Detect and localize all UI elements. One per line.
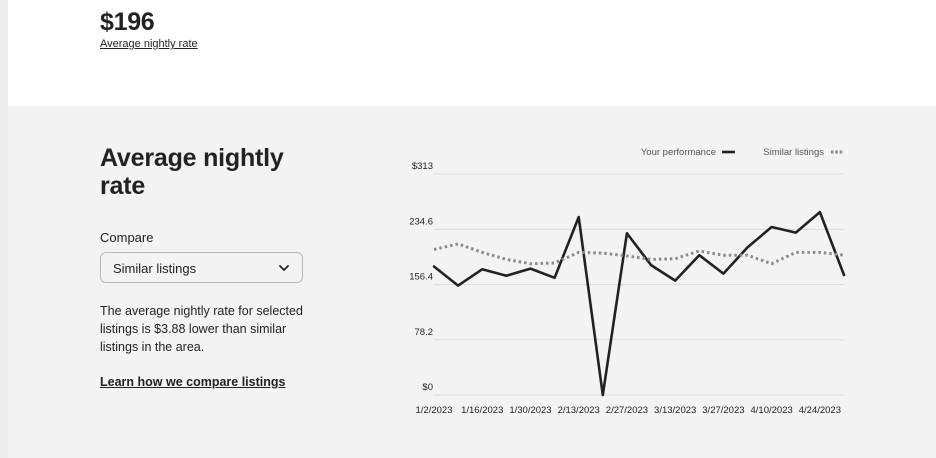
x-tick-label: 4/24/2023 (799, 405, 841, 416)
nightly-rate-chart: $0 78.2 156.4 234.6 $313 1/2/2023 1/16/2023 1/3… (409, 147, 846, 416)
section-title: Average nightly rate (100, 144, 284, 200)
your-performance-line (432, 210, 846, 397)
x-tick-label: 2/13/2023 (558, 405, 600, 416)
x-tick-label: 3/13/2023 (654, 405, 696, 416)
learn-how-we-compare-link[interactable]: Learn how we compare listings (100, 375, 286, 389)
legend-label-similar-listings: Similar listings (763, 147, 824, 158)
compare-select[interactable]: Similar listings (100, 252, 303, 283)
similar-listings-line (433, 242, 845, 266)
legend-label-your-performance: Your performance (641, 147, 716, 158)
average-nightly-rate-section: Average nightly rate Compare Similar lis… (8, 106, 936, 458)
y-tick-label: 156.4 (409, 272, 433, 283)
x-tick-label: 1/16/2023 (461, 405, 503, 416)
x-tick-label: 1/30/2023 (509, 405, 551, 416)
x-tick-label: 4/10/2023 (751, 405, 793, 416)
y-tick-label: 234.6 (409, 216, 433, 227)
x-tick-label: 3/27/2023 (702, 405, 744, 416)
x-tick-label: 2/27/2023 (606, 405, 648, 416)
x-tick-label: 1/2/2023 (416, 405, 453, 416)
chevron-down-icon (279, 265, 289, 271)
average-nightly-rate-link[interactable]: Average nightly rate (100, 38, 198, 50)
summary-value: $196 (100, 8, 155, 36)
comparison-description: The average nightly rate for selected li… (100, 304, 303, 354)
y-tick-label: $313 (412, 161, 433, 172)
compare-label: Compare (100, 230, 154, 245)
summary-card: $196 Average nightly rate (8, 0, 936, 106)
left-edge-divider (0, 0, 8, 458)
y-tick-label: $0 (422, 382, 433, 393)
compare-select-value: Similar listings (113, 261, 197, 276)
y-tick-label: 78.2 (415, 327, 434, 338)
